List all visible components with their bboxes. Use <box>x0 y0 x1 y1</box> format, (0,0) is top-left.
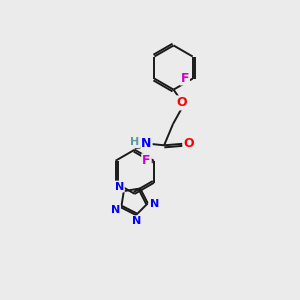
Text: N: N <box>141 137 152 150</box>
Text: N: N <box>111 206 120 215</box>
Text: F: F <box>142 154 151 167</box>
Text: H: H <box>130 137 139 147</box>
Text: F: F <box>181 71 189 85</box>
Text: N: N <box>150 199 159 209</box>
Text: O: O <box>184 137 194 150</box>
Text: N: N <box>115 182 124 191</box>
Text: N: N <box>132 216 142 226</box>
Text: O: O <box>176 96 187 110</box>
